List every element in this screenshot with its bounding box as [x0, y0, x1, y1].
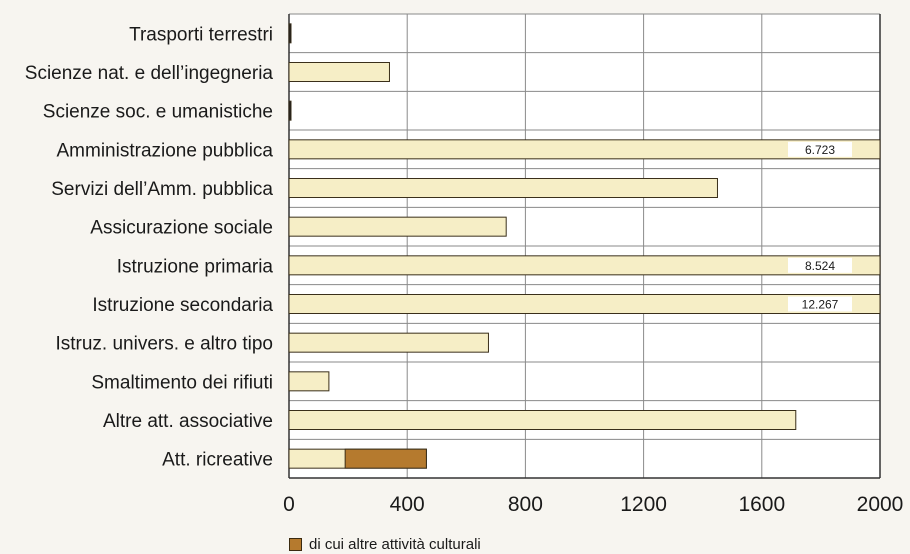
bar	[288, 178, 718, 198]
bar	[288, 332, 489, 353]
category-labels: Trasporti terrestri Scienze nat. e dell’i…	[25, 24, 274, 470]
gridlines	[288, 13, 881, 479]
bar	[288, 371, 330, 392]
bar-highlight-segment	[344, 448, 427, 469]
category-label: Assicurazione sociale	[90, 218, 273, 239]
x-tick-label: 0	[283, 493, 295, 516]
x-tick-label: 400	[390, 493, 425, 516]
data-label: 6.723	[805, 143, 835, 157]
bar	[288, 139, 881, 160]
category-label: Scienze soc. e umanistiche	[43, 102, 273, 123]
category-label: Altre att. associative	[103, 411, 273, 432]
bar	[288, 216, 507, 237]
category-label: Istruzione secondaria	[92, 295, 273, 316]
data-label-box	[788, 141, 852, 157]
category-label: Att. ricreative	[162, 450, 273, 471]
bar	[288, 23, 292, 44]
bar	[288, 255, 881, 276]
category-label: Smaltimento dei rifiuti	[91, 372, 273, 393]
data-label-box	[788, 296, 852, 312]
category-label: Scienze nat. e dell’ingegneria	[25, 63, 274, 84]
category-label: Servizi dell’Amm. pubblica	[51, 179, 273, 200]
data-label: 8.524	[805, 259, 835, 273]
bars: 6.723 8.524 12.267	[288, 23, 881, 469]
category-label: Istruz. univers. e altro tipo	[55, 334, 273, 355]
x-tick-labels: 0 400 800 1200 1600 2000	[283, 493, 903, 516]
category-label: Trasporti terrestri	[129, 24, 273, 45]
legend-swatch	[289, 538, 302, 551]
data-label: 12.267	[802, 298, 839, 312]
legend: di cui altre attività culturali	[289, 536, 481, 553]
x-tick-label: 2000	[857, 493, 904, 516]
bar	[288, 62, 390, 82]
category-label: Amministrazione pubblica	[57, 140, 274, 161]
x-tick-label: 1600	[738, 493, 785, 516]
legend-label: di cui altre attività culturali	[309, 536, 481, 553]
bar	[288, 410, 797, 430]
bar	[288, 294, 881, 314]
bar	[288, 100, 292, 121]
x-tick-label: 800	[508, 493, 543, 516]
data-label-box	[788, 257, 852, 273]
category-label: Istruzione primaria	[117, 256, 274, 277]
x-tick-label: 1200	[620, 493, 667, 516]
